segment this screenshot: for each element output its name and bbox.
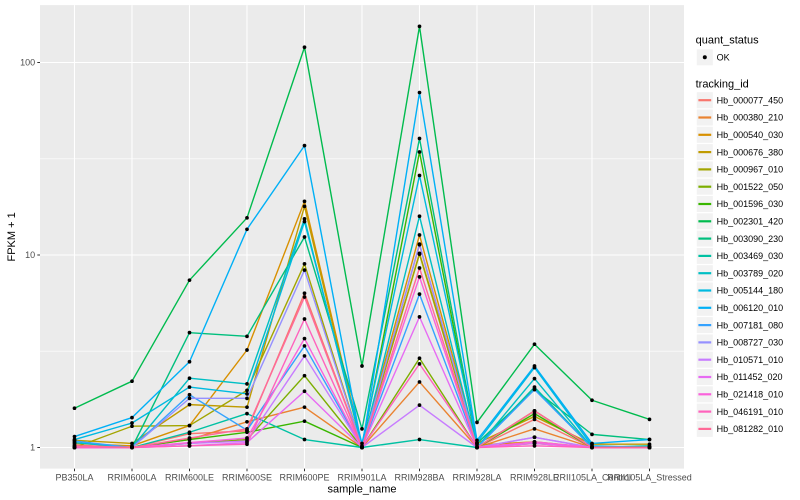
svg-text:RRIM600SE: RRIM600SE <box>222 473 272 483</box>
svg-text:Hb_001522_050: Hb_001522_050 <box>717 182 784 192</box>
svg-text:Hb_008727_030: Hb_008727_030 <box>717 338 784 348</box>
svg-text:Hb_001596_030: Hb_001596_030 <box>717 199 784 209</box>
svg-text:1: 1 <box>30 443 35 453</box>
svg-text:RRIM600PE: RRIM600PE <box>279 473 329 483</box>
svg-text:Hb_005144_180: Hb_005144_180 <box>717 286 784 296</box>
svg-text:RRII105LA_Control: RRII105LA_Control <box>553 473 631 483</box>
svg-text:Hb_003789_020: Hb_003789_020 <box>717 268 784 278</box>
svg-text:Hb_007181_080: Hb_007181_080 <box>717 320 784 330</box>
svg-text:Hb_021418_010: Hb_021418_010 <box>717 390 784 400</box>
svg-text:FPKM + 1: FPKM + 1 <box>6 212 18 261</box>
svg-text:Hb_000380_210: Hb_000380_210 <box>717 113 784 123</box>
svg-text:Hb_000077_450: Hb_000077_450 <box>717 95 784 105</box>
svg-text:sample_name: sample_name <box>327 484 396 496</box>
svg-text:RRIM600LA: RRIM600LA <box>107 473 156 483</box>
svg-text:RRII105LA_Stressed: RRII105LA_Stressed <box>607 473 692 483</box>
svg-text:Hb_010571_010: Hb_010571_010 <box>717 355 784 365</box>
svg-text:Hb_006120_010: Hb_006120_010 <box>717 303 784 313</box>
svg-text:Hb_000676_380: Hb_000676_380 <box>717 147 784 157</box>
svg-text:RRIM928LE: RRIM928LE <box>510 473 559 483</box>
svg-text:OK: OK <box>717 53 730 63</box>
svg-text:Hb_000967_010: Hb_000967_010 <box>717 165 784 175</box>
svg-text:PB350LA: PB350LA <box>55 473 93 483</box>
svg-text:Hb_081282_010: Hb_081282_010 <box>717 424 784 434</box>
svg-text:Hb_011452_020: Hb_011452_020 <box>717 372 783 382</box>
svg-text:RRIM928BA: RRIM928BA <box>394 473 444 483</box>
svg-text:Hb_000540_030: Hb_000540_030 <box>717 130 784 140</box>
svg-text:10: 10 <box>25 250 35 260</box>
svg-text:tracking_id: tracking_id <box>696 79 749 91</box>
svg-text:Hb_003090_230: Hb_003090_230 <box>717 234 784 244</box>
svg-text:RRIM600LE: RRIM600LE <box>165 473 214 483</box>
svg-text:Hb_046191_010: Hb_046191_010 <box>717 407 784 417</box>
svg-text:RRIM928LA: RRIM928LA <box>452 473 501 483</box>
svg-text:RRIM901LA: RRIM901LA <box>337 473 386 483</box>
svg-text:Hb_002301_420: Hb_002301_420 <box>717 217 784 227</box>
svg-text:100: 100 <box>20 58 35 68</box>
svg-text:Hb_003469_030: Hb_003469_030 <box>717 251 784 261</box>
svg-text:quant_status: quant_status <box>696 35 759 47</box>
